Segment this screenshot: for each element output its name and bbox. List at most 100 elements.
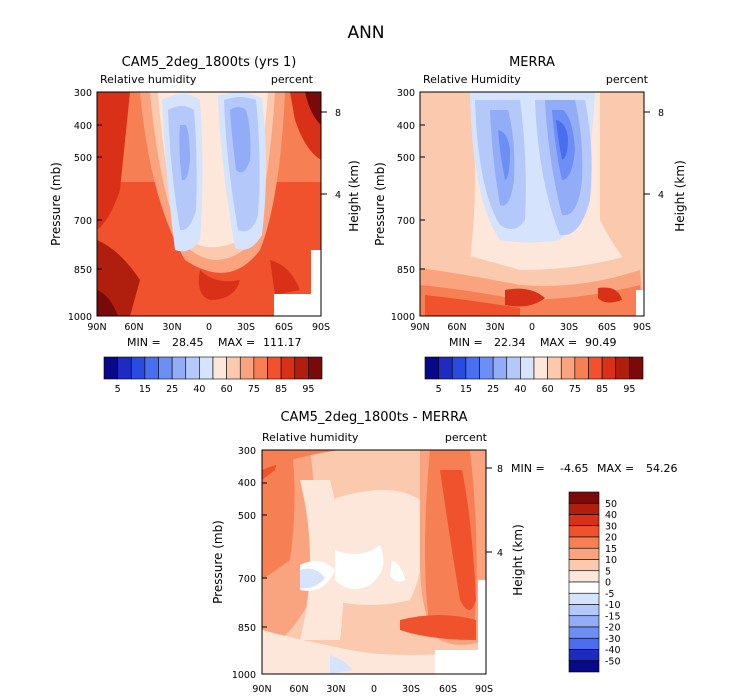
xtick-label: 0 <box>529 322 535 333</box>
colorbar-swatch <box>560 356 576 380</box>
colorbar-label: -40 <box>605 645 621 656</box>
xtick-label: 90N <box>410 322 429 333</box>
ytick-label: 700 <box>238 574 256 585</box>
colorbar-swatch <box>568 559 600 572</box>
panel-diff-ylabel-right: Height (km) <box>511 524 525 595</box>
panel-diff-field <box>262 450 486 674</box>
max-text: MAX = <box>218 336 255 349</box>
colorbar-label: 40 <box>605 510 617 521</box>
xtick-label: 60N <box>447 322 466 333</box>
panel-diff-right-string: percent <box>445 431 488 444</box>
colorbar-swatch <box>239 356 255 380</box>
colorbar-label: 95 <box>302 384 314 395</box>
xtick-label: 30N <box>326 684 345 695</box>
panel-diff-frame <box>261 449 487 675</box>
xtick-label: 0 <box>371 684 377 695</box>
ytick-label: 300 <box>238 446 256 457</box>
panel-model: CAM5_2deg_1800ts (yrs 1) Relative humidi… <box>49 55 361 395</box>
colorbar-swatch <box>547 356 562 380</box>
colorbar-swatch <box>144 356 159 380</box>
panel-obs-yticks-right: 8 4 <box>644 108 664 201</box>
colorbar-label: 40 <box>514 384 526 395</box>
panel-model-ylabel: Pressure (mb) <box>49 162 63 246</box>
panel-model-title: CAM5_2deg_1800ts (yrs 1) <box>122 55 297 70</box>
panel-diff-left-string: Relative humidity <box>262 431 359 444</box>
max-value: 54.26 <box>646 462 678 475</box>
colorbar-swatch <box>568 637 600 650</box>
colorbar-label: 95 <box>623 384 635 395</box>
colorbar-label: -10 <box>605 600 621 611</box>
panel-model-frame <box>96 91 322 317</box>
colorbar-swatch <box>588 356 603 380</box>
panel-diff-title: CAM5_2deg_1800ts - MERRA <box>280 410 467 425</box>
ytick-label: 850 <box>74 265 92 276</box>
panel-obs-title: MERRA <box>509 55 555 70</box>
colorbar-label: 15 <box>139 384 151 395</box>
panel-model-minmax: MIN = 28.45 MAX = 111.17 <box>127 336 302 349</box>
colorbar-swatch <box>465 356 480 380</box>
colorbar-swatch <box>568 536 600 549</box>
colorbar-swatch <box>568 547 600 560</box>
panel-diff: CAM5_2deg_1800ts - MERRA Relative humidi… <box>211 410 678 695</box>
min-text: MIN = <box>511 462 545 475</box>
ytick-label: 300 <box>397 88 415 99</box>
colorbar-swatch <box>568 592 600 605</box>
panel-obs-ylabel-right: Height (km) <box>673 160 687 231</box>
colorbar-swatch <box>520 356 535 380</box>
ytick-label: 850 <box>238 623 256 634</box>
xtick-label: 60S <box>439 684 457 695</box>
panel-diff-ylabel: Pressure (mb) <box>211 520 225 604</box>
panel-obs-yticks: 300 400 500 700 850 1000 <box>391 88 425 323</box>
ytick-label: 1000 <box>391 312 415 323</box>
colorbar-label: 50 <box>605 499 617 510</box>
ytick-label: 1000 <box>232 670 256 681</box>
xtick-label: 90N <box>87 322 106 333</box>
min-text: MIN = <box>449 336 483 349</box>
xtick-label: 60S <box>275 322 293 333</box>
panel-obs-right-string: percent <box>606 73 649 86</box>
colorbar-swatch <box>280 356 296 380</box>
panel-obs-ylabel: Pressure (mb) <box>373 162 387 246</box>
panel-model-xticks: 90N 60N 30N 0 30S 60S 90S <box>87 322 330 333</box>
colorbar-label: -20 <box>605 623 621 634</box>
xtick-label: 30N <box>485 322 504 333</box>
ytick-right-label: 4 <box>658 190 664 201</box>
colorbar-label: 15 <box>460 384 472 395</box>
colorbar-swatch <box>568 491 600 504</box>
xtick-label: 30S <box>237 322 255 333</box>
ytick-label: 700 <box>74 216 92 227</box>
max-value: 111.17 <box>263 336 302 349</box>
panel-obs: MERRA Relative Humidity percent Pressure… <box>373 55 687 395</box>
xtick-label: 30S <box>560 322 578 333</box>
panel-model-ylabel-right: Height (km) <box>347 160 361 231</box>
xtick-label: 90S <box>633 322 651 333</box>
ytick-label: 1000 <box>68 312 92 323</box>
ytick-right-label: 4 <box>335 190 341 201</box>
colorbar-label: -50 <box>605 656 621 667</box>
min-value: 22.34 <box>494 336 526 349</box>
colorbar-label: 25 <box>166 384 178 395</box>
colorbar-swatch <box>212 356 227 380</box>
xtick-label: 30N <box>162 322 181 333</box>
colorbar-swatch <box>568 649 600 662</box>
ytick-label: 400 <box>397 121 415 132</box>
xtick-label: 90S <box>475 684 493 695</box>
colorbar-swatch <box>171 356 187 380</box>
colorbar-swatch <box>451 356 467 380</box>
ytick-right-label: 4 <box>497 548 503 559</box>
min-text: MIN = <box>127 336 161 349</box>
panel-diff-xticks: 90N 60N 30N 0 30S 60S 90S <box>252 684 493 695</box>
colorbar-label: 60 <box>221 384 233 395</box>
colorbar-label: 5 <box>605 566 611 577</box>
ytick-label: 400 <box>238 478 256 489</box>
panel-model-field <box>97 92 321 316</box>
colorbar-label: 5 <box>436 384 442 395</box>
ytick-label: 300 <box>74 88 92 99</box>
colorbar-swatch <box>492 356 508 380</box>
xtick-label: 60N <box>124 322 143 333</box>
colorbar-swatch <box>629 356 644 380</box>
colorbar-label: 75 <box>569 384 581 395</box>
ytick-right-label: 8 <box>658 108 664 119</box>
